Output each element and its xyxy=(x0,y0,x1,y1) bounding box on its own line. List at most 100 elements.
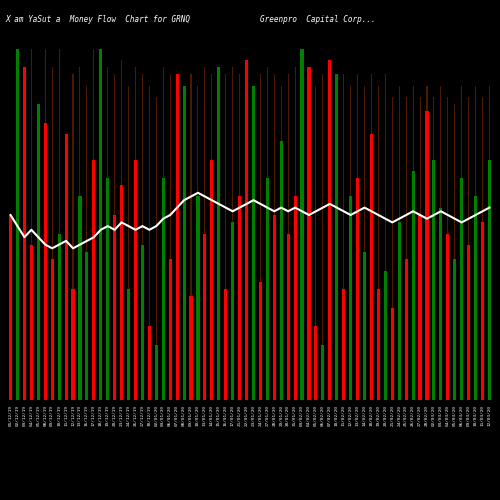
Bar xyxy=(322,344,324,400)
Bar xyxy=(474,196,477,400)
Bar xyxy=(121,60,122,400)
Bar xyxy=(86,252,88,400)
Bar xyxy=(426,112,428,400)
Bar xyxy=(114,74,115,400)
Bar xyxy=(239,74,240,400)
Bar xyxy=(343,74,344,400)
Bar xyxy=(224,289,228,400)
Bar xyxy=(336,74,338,400)
Bar xyxy=(392,96,393,400)
Bar xyxy=(78,196,82,400)
Bar xyxy=(418,215,422,400)
Bar xyxy=(154,344,158,400)
Bar xyxy=(10,215,11,400)
Bar xyxy=(190,74,192,400)
Bar xyxy=(349,196,352,400)
Bar xyxy=(64,134,68,400)
Bar xyxy=(446,234,450,400)
Bar xyxy=(44,122,47,400)
Bar xyxy=(86,86,88,400)
Bar xyxy=(24,67,25,400)
Bar xyxy=(280,86,282,400)
Bar xyxy=(286,234,290,400)
Text: X am YaSut a  Money Flow  Chart for GRNQ: X am YaSut a Money Flow Chart for GRNQ xyxy=(5,15,190,24)
Bar xyxy=(489,86,490,400)
Bar xyxy=(314,326,318,400)
Bar xyxy=(30,244,33,400)
Bar xyxy=(308,67,310,400)
Bar xyxy=(156,96,157,400)
Bar xyxy=(404,260,407,400)
Bar xyxy=(267,67,268,400)
Bar xyxy=(322,74,324,400)
Bar xyxy=(482,96,483,400)
Bar xyxy=(350,86,351,400)
Bar xyxy=(210,160,214,400)
Bar xyxy=(232,67,233,400)
Bar xyxy=(182,86,186,400)
Bar xyxy=(412,86,414,400)
Bar xyxy=(168,260,172,400)
Bar xyxy=(218,67,220,400)
Bar xyxy=(162,67,164,400)
Bar xyxy=(294,196,296,400)
Bar xyxy=(384,270,387,400)
Bar xyxy=(253,86,254,400)
Bar xyxy=(99,48,102,400)
Bar xyxy=(204,67,206,400)
Bar xyxy=(50,260,54,400)
Bar xyxy=(266,178,269,400)
Bar xyxy=(356,178,359,400)
Bar xyxy=(106,178,110,400)
Bar xyxy=(141,244,144,400)
Bar xyxy=(92,160,96,400)
Bar xyxy=(280,141,283,400)
Bar xyxy=(412,170,414,400)
Bar xyxy=(176,74,178,400)
Bar xyxy=(204,234,206,400)
Bar xyxy=(100,48,102,400)
Bar xyxy=(259,282,262,400)
Bar xyxy=(378,86,379,400)
Bar xyxy=(274,74,275,400)
Bar xyxy=(142,74,143,400)
Bar xyxy=(44,48,46,400)
Bar xyxy=(308,67,310,400)
Bar xyxy=(231,222,234,400)
Bar xyxy=(426,86,428,400)
Bar xyxy=(488,160,491,400)
Bar xyxy=(23,67,26,400)
Bar xyxy=(468,96,469,400)
Bar xyxy=(357,74,358,400)
Bar xyxy=(246,60,247,400)
Bar xyxy=(196,196,200,400)
Bar xyxy=(300,48,304,400)
Bar xyxy=(113,215,116,400)
Bar xyxy=(461,86,462,400)
Bar xyxy=(17,48,18,400)
Bar xyxy=(398,86,400,400)
Bar xyxy=(481,222,484,400)
Bar xyxy=(190,296,192,400)
Bar xyxy=(148,326,151,400)
Bar xyxy=(16,48,19,400)
Bar xyxy=(440,86,442,400)
Bar xyxy=(467,244,470,400)
Bar xyxy=(9,215,12,400)
Bar xyxy=(385,74,386,400)
Bar xyxy=(38,104,39,400)
Bar xyxy=(225,74,226,400)
Bar xyxy=(460,178,463,400)
Bar xyxy=(370,134,373,400)
Bar xyxy=(162,178,165,400)
Bar xyxy=(294,67,296,400)
Bar xyxy=(335,74,338,400)
Bar xyxy=(31,48,32,400)
Bar xyxy=(217,67,220,400)
Bar xyxy=(371,74,372,400)
Bar xyxy=(238,196,241,400)
Bar xyxy=(252,86,255,400)
Bar xyxy=(328,60,332,400)
Bar xyxy=(363,252,366,400)
Bar xyxy=(398,222,401,400)
